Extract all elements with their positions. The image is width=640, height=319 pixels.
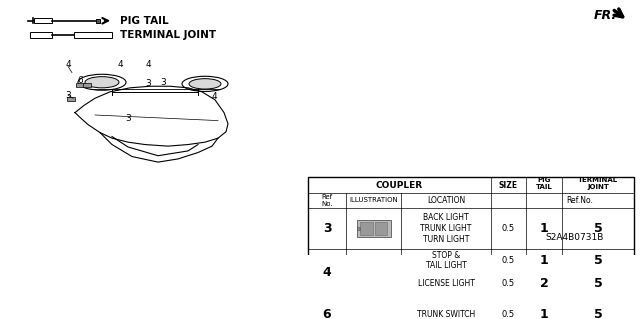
Text: 6: 6 xyxy=(77,76,83,85)
Text: COUPLER: COUPLER xyxy=(376,181,423,190)
Text: 4: 4 xyxy=(323,266,332,279)
Text: Ref.No.: Ref.No. xyxy=(566,196,593,205)
Text: TRUNK SWITCH: TRUNK SWITCH xyxy=(417,310,475,319)
Ellipse shape xyxy=(78,74,126,90)
Text: 1: 1 xyxy=(540,222,548,235)
Ellipse shape xyxy=(189,79,221,89)
Bar xyxy=(30,32,52,38)
Text: FR.: FR. xyxy=(593,9,616,22)
Text: 4: 4 xyxy=(117,60,123,69)
Bar xyxy=(362,264,385,280)
Bar xyxy=(356,227,360,230)
Text: 1: 1 xyxy=(540,308,548,319)
Bar xyxy=(76,83,84,87)
Text: PIG TAIL: PIG TAIL xyxy=(120,16,168,26)
Text: 0.5: 0.5 xyxy=(502,279,515,288)
Bar xyxy=(374,222,387,235)
Text: 3: 3 xyxy=(160,78,166,87)
Ellipse shape xyxy=(85,77,119,88)
Text: SIZE: SIZE xyxy=(499,181,518,190)
Text: 4: 4 xyxy=(65,60,71,69)
Bar xyxy=(34,19,52,23)
Bar xyxy=(358,262,388,283)
Text: 6: 6 xyxy=(323,308,332,319)
Text: 4: 4 xyxy=(145,60,151,69)
Text: TERMINAL
JOINT: TERMINAL JOINT xyxy=(578,177,618,190)
Text: 3: 3 xyxy=(125,115,131,123)
Text: 3: 3 xyxy=(145,78,151,87)
Text: 5: 5 xyxy=(594,308,602,319)
Bar xyxy=(96,19,100,23)
Text: 0.5: 0.5 xyxy=(502,256,515,265)
Bar xyxy=(67,97,75,100)
Bar xyxy=(83,83,91,87)
Bar xyxy=(74,32,112,38)
Text: 5: 5 xyxy=(594,254,602,267)
Text: 3: 3 xyxy=(65,91,71,100)
Bar xyxy=(358,269,362,276)
Text: Ref
No.: Ref No. xyxy=(321,194,333,207)
Text: LICENSE LIGHT: LICENSE LIGHT xyxy=(417,279,474,288)
Bar xyxy=(365,311,381,318)
Ellipse shape xyxy=(182,76,228,92)
Text: PIG
TAIL: PIG TAIL xyxy=(536,177,552,190)
Bar xyxy=(360,309,387,319)
Text: STOP &
TAIL LIGHT: STOP & TAIL LIGHT xyxy=(426,251,467,271)
Bar xyxy=(356,307,390,319)
Text: LOCATION: LOCATION xyxy=(427,196,465,205)
Text: 5: 5 xyxy=(594,222,602,235)
Text: TERMINAL JOINT: TERMINAL JOINT xyxy=(120,30,216,40)
Text: S2A4B0731B: S2A4B0731B xyxy=(546,233,604,242)
Text: 2: 2 xyxy=(540,278,548,290)
Bar xyxy=(308,177,634,319)
Text: 4: 4 xyxy=(211,92,217,101)
Text: 0.5: 0.5 xyxy=(502,224,515,233)
Bar xyxy=(356,219,390,237)
Text: 1: 1 xyxy=(540,254,548,267)
Text: 0.5: 0.5 xyxy=(502,310,515,319)
Bar xyxy=(360,222,372,235)
Text: ILLUSTRATION: ILLUSTRATION xyxy=(349,197,398,204)
Text: 5: 5 xyxy=(594,278,602,290)
Text: 3: 3 xyxy=(323,222,332,235)
Text: BACK LIGHT
TRUNK LIGHT
TURN LIGHT: BACK LIGHT TRUNK LIGHT TURN LIGHT xyxy=(420,213,472,244)
Bar xyxy=(356,312,360,317)
